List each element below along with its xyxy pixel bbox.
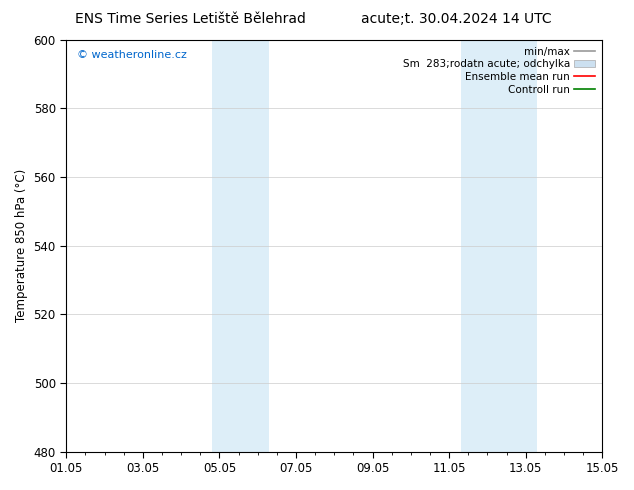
- Text: ENS Time Series Letiště Bělehrad: ENS Time Series Letiště Bělehrad: [75, 12, 306, 26]
- Text: acute;t. 30.04.2024 14 UTC: acute;t. 30.04.2024 14 UTC: [361, 12, 552, 26]
- Bar: [461, 40, 537, 452]
- Bar: [212, 40, 269, 452]
- Text: © weatheronline.cz: © weatheronline.cz: [77, 50, 187, 60]
- Y-axis label: Temperature 850 hPa (°C): Temperature 850 hPa (°C): [15, 169, 28, 322]
- Legend: min/max, Sm  283;rodatn acute; odchylka, Ensemble mean run, Controll run: min/max, Sm 283;rodatn acute; odchylka, …: [399, 43, 599, 99]
